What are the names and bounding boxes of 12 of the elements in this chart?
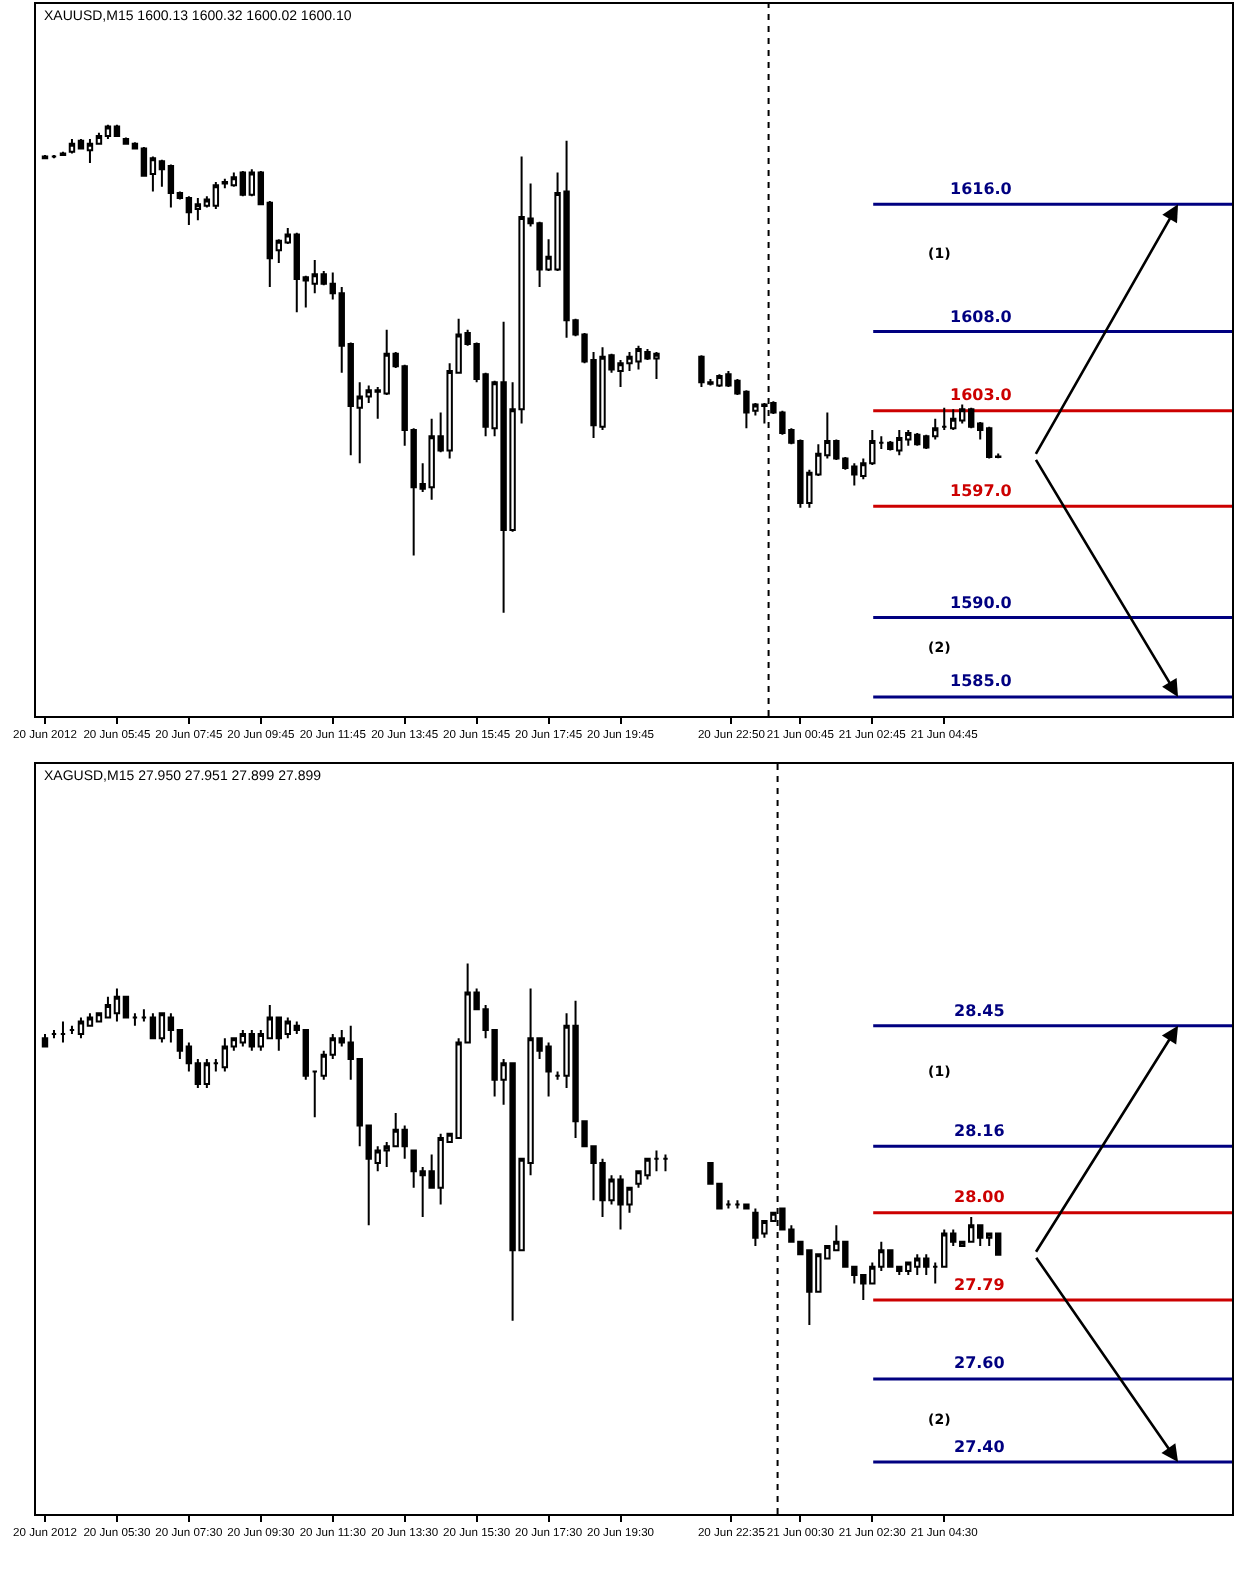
ref-line-label: 28.45 (954, 1002, 1006, 1020)
ref-line-label: 27.79 (954, 1276, 1006, 1294)
ref-line-label: 1616.0 (950, 180, 1013, 198)
ref-line-label: 1597.0 (950, 482, 1013, 500)
ref-line-label: 27.60 (954, 1354, 1006, 1372)
ref-line-label: 1603.0 (950, 386, 1013, 404)
ref-line-label: 1590.0 (950, 594, 1013, 612)
ref-line-label: 1585.0 (950, 672, 1013, 690)
ref-line-label: 28.16 (954, 1122, 1006, 1140)
ref-line-label: 27.40 (954, 1438, 1006, 1456)
ref-line-label: 28.00 (954, 1188, 1006, 1206)
ref-line-label: 1608.0 (950, 308, 1013, 326)
